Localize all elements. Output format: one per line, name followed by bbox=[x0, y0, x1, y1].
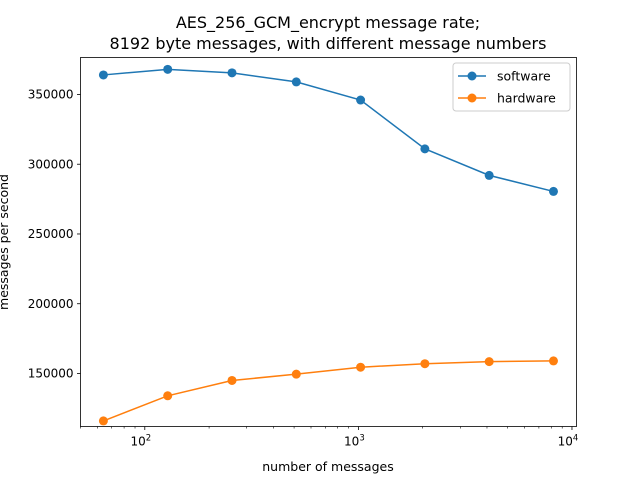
legend-label-hardware: hardware bbox=[497, 91, 556, 106]
y-tick-label: 200000 bbox=[28, 297, 74, 311]
data-point-software bbox=[356, 95, 366, 105]
data-point-hardware bbox=[484, 357, 494, 367]
chart-title-line2: 8192 byte messages, with different messa… bbox=[110, 34, 547, 53]
x-tick-label: 104 bbox=[558, 434, 579, 449]
data-point-software bbox=[227, 68, 237, 78]
data-point-hardware bbox=[163, 391, 173, 401]
y-tick-label: 350000 bbox=[28, 88, 74, 102]
series-line-software bbox=[103, 68, 554, 193]
data-point-software bbox=[548, 186, 558, 196]
data-point-hardware bbox=[420, 359, 430, 369]
y-tick-label: 250000 bbox=[28, 227, 74, 241]
y-tick-label: 300000 bbox=[28, 157, 74, 171]
series-line-hardware bbox=[103, 360, 554, 422]
legend: software hardware bbox=[452, 62, 571, 112]
data-point-software bbox=[484, 170, 494, 180]
data-point-hardware bbox=[548, 356, 558, 366]
x-axis-label: number of messages bbox=[262, 459, 393, 474]
data-point-hardware bbox=[356, 362, 366, 372]
data-point-software bbox=[291, 77, 301, 87]
x-tick-label: 103 bbox=[344, 434, 365, 449]
legend-box bbox=[452, 62, 571, 112]
data-point-software bbox=[420, 144, 430, 154]
plot-area: 102 103 104 150000 200000 250000 300000 350000 bbox=[28, 64, 579, 449]
data-point-hardware bbox=[291, 369, 301, 379]
y-axis-label: messages per second bbox=[0, 174, 11, 310]
y-tick-label: 150000 bbox=[28, 367, 74, 381]
legend-marker-software bbox=[467, 71, 477, 81]
chart-title-line1: AES_256_GCM_encrypt message rate; bbox=[176, 13, 480, 33]
x-tick-label: 102 bbox=[130, 434, 151, 449]
legend-label-software: software bbox=[497, 69, 551, 84]
data-point-hardware bbox=[227, 375, 237, 385]
data-point-hardware bbox=[98, 416, 108, 426]
legend-marker-hardware bbox=[467, 93, 477, 103]
data-point-software bbox=[163, 64, 173, 74]
data-point-software bbox=[98, 70, 108, 80]
axes-frame bbox=[80, 57, 577, 427]
